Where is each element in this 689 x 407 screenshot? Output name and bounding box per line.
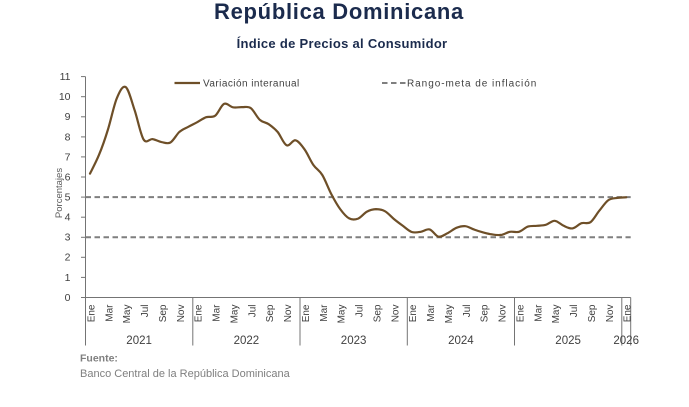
- svg-text:Jul: Jul: [247, 305, 258, 318]
- svg-text:Porcentajes: Porcentajes: [54, 168, 65, 218]
- svg-text:Variación interanual: Variación interanual: [203, 79, 300, 90]
- svg-text:Banco Central de la República: Banco Central de la República Dominicana: [80, 368, 291, 380]
- svg-text:0: 0: [65, 292, 71, 304]
- svg-text:República Dominicana: República Dominicana: [214, 0, 464, 24]
- svg-text:Ene: Ene: [87, 304, 98, 322]
- svg-text:Nov: Nov: [498, 304, 509, 322]
- svg-text:Mar: Mar: [426, 304, 437, 322]
- svg-text:Jul: Jul: [462, 305, 473, 318]
- svg-text:Mar: Mar: [533, 304, 544, 322]
- svg-text:Ene: Ene: [194, 304, 205, 322]
- svg-text:Mar: Mar: [104, 304, 115, 322]
- svg-text:Sep: Sep: [587, 304, 598, 322]
- svg-text:May: May: [337, 305, 348, 324]
- svg-text:2026: 2026: [613, 335, 639, 347]
- svg-text:9: 9: [65, 111, 71, 123]
- svg-text:May: May: [122, 305, 133, 324]
- svg-text:2: 2: [65, 252, 71, 264]
- svg-text:Nov: Nov: [390, 305, 401, 323]
- svg-text:Jul: Jul: [355, 305, 366, 318]
- svg-text:Ene: Ene: [408, 304, 419, 322]
- svg-text:Sep: Sep: [480, 304, 491, 322]
- svg-text:May: May: [444, 305, 455, 324]
- svg-text:Sep: Sep: [265, 304, 276, 322]
- svg-text:Jul: Jul: [140, 305, 151, 318]
- svg-text:8: 8: [65, 131, 71, 143]
- svg-text:Mar: Mar: [319, 304, 330, 322]
- svg-text:1: 1: [65, 272, 71, 284]
- svg-text:May: May: [551, 305, 562, 324]
- svg-text:5: 5: [65, 192, 71, 204]
- svg-text:2023: 2023: [341, 335, 367, 347]
- svg-text:Rango-meta de inflación: Rango-meta de inflación: [407, 79, 537, 90]
- svg-text:4: 4: [65, 212, 71, 224]
- svg-text:2021: 2021: [126, 335, 152, 347]
- svg-text:Mar: Mar: [212, 304, 223, 322]
- svg-text:Sep: Sep: [373, 304, 384, 322]
- svg-text:May: May: [230, 305, 241, 324]
- svg-text:Nov: Nov: [176, 305, 187, 323]
- svg-text:7: 7: [65, 151, 71, 163]
- svg-text:6: 6: [65, 171, 71, 183]
- svg-text:2022: 2022: [234, 335, 260, 347]
- svg-text:Sep: Sep: [158, 304, 169, 322]
- svg-text:Índice de Precios al Consumido: Índice de Precios al Consumidor: [237, 36, 448, 51]
- svg-text:10: 10: [59, 91, 71, 103]
- svg-text:Nov: Nov: [283, 305, 294, 323]
- svg-text:2025: 2025: [555, 335, 581, 347]
- svg-text:Ene: Ene: [516, 304, 527, 322]
- svg-text:Ene: Ene: [623, 304, 634, 322]
- svg-text:11: 11: [60, 71, 71, 83]
- svg-text:Ene: Ene: [301, 304, 312, 322]
- svg-text:Jul: Jul: [569, 305, 580, 318]
- svg-text:Nov: Nov: [605, 305, 616, 323]
- svg-text:3: 3: [65, 232, 71, 244]
- svg-text:Fuente:: Fuente:: [80, 353, 118, 365]
- svg-text:2024: 2024: [448, 335, 474, 347]
